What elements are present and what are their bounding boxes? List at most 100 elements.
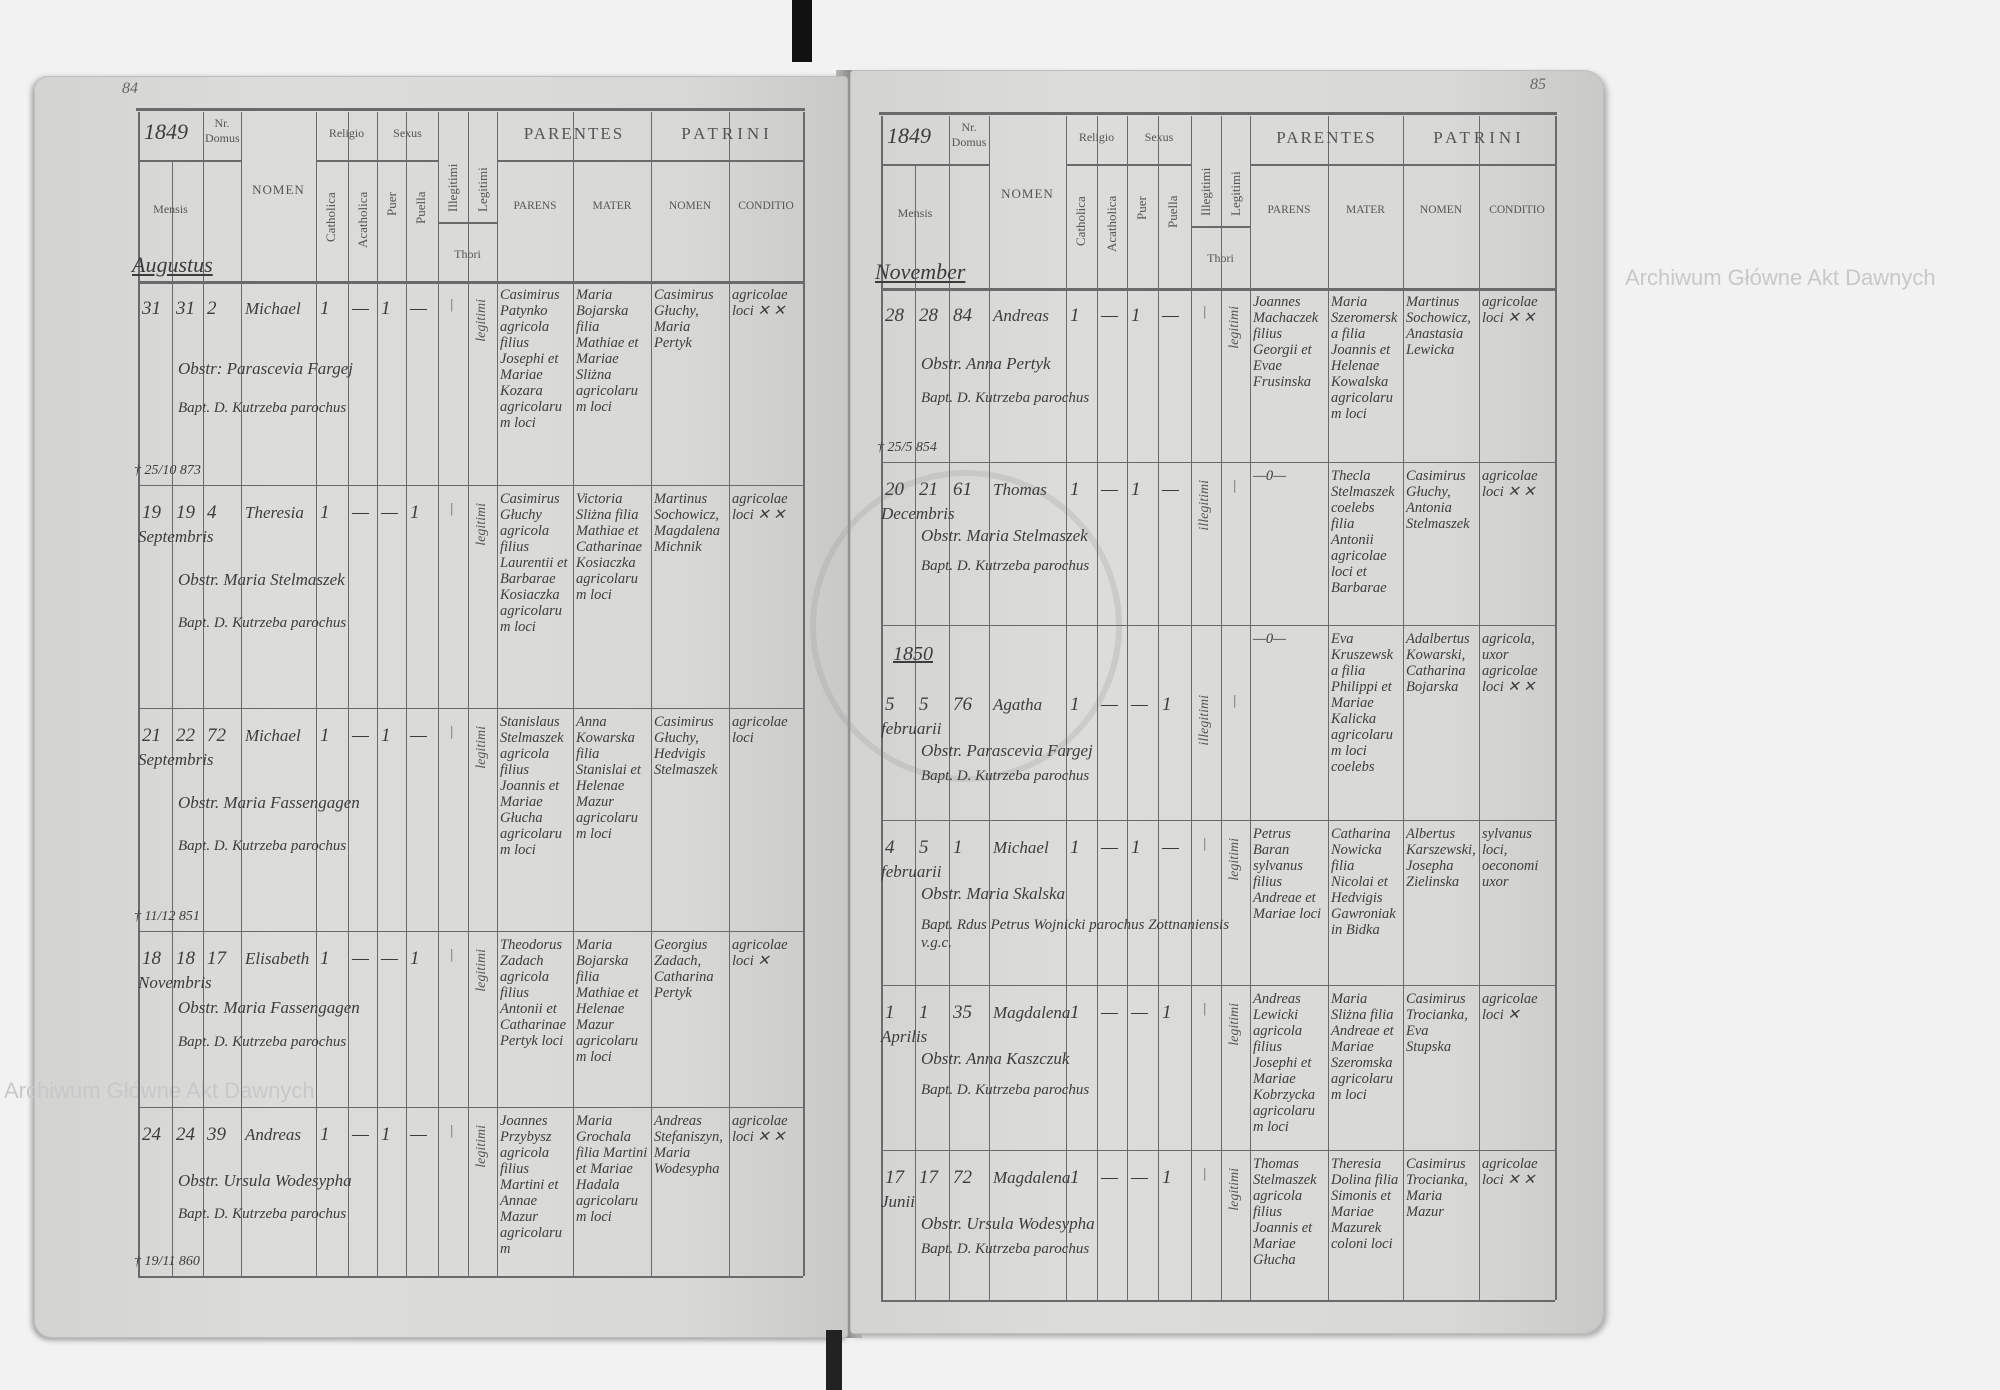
- entry-parens: Thomas Stelmaszek agricola filius Joanni…: [1253, 1156, 1317, 1268]
- entry-obstetrix: Obstr. Maria Fassengagen: [178, 997, 360, 1017]
- puer-header: Puer: [384, 192, 399, 216]
- illegitimi-header: Illegitimi: [1198, 167, 1213, 216]
- entry-illegitimi: —: [444, 1125, 459, 1138]
- legitimi-header: Legitimi: [475, 167, 490, 212]
- scan-edge: [792, 0, 812, 62]
- entry-obstetrix: Obstr. Maria Stelmaszek: [178, 569, 345, 589]
- entry-cath: 1: [320, 725, 330, 746]
- month-heading: Augustus: [132, 252, 213, 277]
- entry-puer: 1: [1131, 305, 1141, 326]
- catholica-header: Catholica: [323, 192, 338, 242]
- entry-birth: 4: [885, 837, 895, 858]
- entry-nomen: Andreas: [245, 1125, 302, 1144]
- patrini-header: PATRINI: [681, 124, 773, 143]
- mater-header: MATER: [592, 200, 632, 212]
- rule-line: [138, 281, 803, 284]
- entry-puer: 1: [381, 725, 391, 746]
- entry-bapt: 1: [919, 1002, 929, 1023]
- rule-line: [915, 164, 916, 1300]
- entry-cath: 1: [1070, 694, 1080, 715]
- rule-line: [881, 625, 1555, 626]
- entry-acath: —: [1101, 479, 1118, 500]
- entry-acath: —: [352, 298, 369, 319]
- rule-line: [1158, 116, 1159, 1300]
- rule-line: [1097, 116, 1098, 1300]
- entry-nomen: Magdalena: [993, 1003, 1071, 1022]
- entry-legitimi: legitimi: [1227, 306, 1242, 349]
- entry-illegitimi: illegitimi: [1197, 480, 1212, 531]
- entry-bapt: 19: [176, 502, 195, 523]
- page-number: 84: [122, 80, 138, 97]
- entry-baptizans: Bapt. Rdus Petrus Wojnicki parochus Zott…: [921, 916, 1230, 951]
- entry-puella: —: [410, 725, 427, 746]
- entry-legitimi: legitimi: [474, 949, 489, 992]
- rule-line: [881, 820, 1555, 821]
- patrini-nomen-header: NOMEN: [668, 200, 712, 212]
- rule-line: [1555, 116, 1557, 1300]
- entry-birth: 17: [885, 1167, 904, 1188]
- rule-line: [949, 116, 950, 1300]
- rule-line: [1191, 226, 1250, 228]
- entry-conditio: agricolae loci ✕ ✕: [1482, 468, 1538, 500]
- entry-parens: —0—: [1253, 468, 1287, 484]
- entry-obstetrix: Obstr. Maria Skalska: [921, 884, 1066, 903]
- entry-conditio: agricolae loci: [732, 714, 788, 746]
- entry-nomen: Michael: [993, 838, 1049, 857]
- entry-legitimi: legitimi: [474, 299, 489, 342]
- entry-illegitimi: —: [444, 299, 459, 312]
- entry-patrini: Georgius Zadach, Catharina Pertyk: [654, 937, 714, 1001]
- entry-birth: 28: [885, 305, 904, 326]
- entry-illegitimi: illegitimi: [1197, 695, 1212, 746]
- entry-birth: 24: [142, 1124, 161, 1145]
- entry-nomen: Michael: [245, 726, 301, 745]
- entry-puer: —: [1131, 694, 1148, 715]
- entry-obstetrix: Obstr. Anna Pertyk: [921, 354, 1051, 374]
- patrini-header: PATRINI: [1433, 128, 1525, 147]
- entry-bapt: 5: [919, 694, 929, 715]
- entry-bapt: 24: [176, 1124, 195, 1145]
- entry-puella: 1: [410, 948, 420, 969]
- entry-illegitimi: —: [444, 503, 459, 516]
- entry-cath: 1: [320, 298, 330, 319]
- entry-domus: 35: [953, 1002, 972, 1023]
- entry-bapt: 17: [919, 1167, 938, 1188]
- entry-death-note: † 25/10 873: [134, 463, 201, 478]
- archive-watermark: Archiwum Główne Akt Dawnych: [1625, 265, 1936, 290]
- puella-header: Puella: [413, 192, 428, 225]
- rule-line: [468, 112, 469, 1276]
- rule-line: [1250, 164, 1555, 166]
- rule-line: [881, 1300, 1555, 1302]
- entry-baptizans: Bapt. D. Kutrzeba parochus: [921, 1241, 1090, 1257]
- year-mark: 1850: [893, 643, 933, 665]
- entry-obstetrix: Obstr. Ursula Wodesypha: [178, 1171, 352, 1191]
- entry-patrini: Martinus Sochowicz, Anastasia Lewicka: [1406, 294, 1471, 358]
- entry-domus: 61: [953, 479, 972, 500]
- entry-puella: 1: [1162, 694, 1172, 715]
- entry-patrini: Casimirus Trocianka, Maria Mazur: [1406, 1156, 1468, 1220]
- entry-mater: Maria Bojarska filia Mathiae et Helenae …: [576, 937, 639, 1065]
- entry-birth: 21: [142, 725, 161, 746]
- nomen-header: NOMEN: [252, 182, 305, 197]
- rule-line: [138, 1107, 803, 1108]
- rule-line: [1328, 116, 1329, 1300]
- rule-line: [138, 160, 241, 162]
- entry-parens: Joannes Machaczek filius Georgii et Evae…: [1253, 294, 1319, 390]
- entry-birth: 31: [142, 298, 161, 319]
- entry-conditio: agricolae loci ✕: [732, 937, 788, 969]
- mensis-header: Mensis: [897, 206, 933, 220]
- entry-bapt: 22: [176, 725, 195, 746]
- acatholica-header: Acatholica: [355, 192, 370, 249]
- entry-parens: Theodorus Zadach agricola filius Antonii…: [500, 937, 567, 1049]
- entry-bapt: 5: [919, 837, 929, 858]
- puella-header: Puella: [1165, 196, 1180, 229]
- entry-domus: 72: [953, 1167, 972, 1188]
- rule-line: [497, 112, 498, 1276]
- entry-nomen: Elisabeth: [245, 949, 310, 968]
- entry-parens: Andreas Lewicki agricola filius Josephi …: [1253, 991, 1316, 1135]
- entry-parens: Casimirus Patynko agricola filius Joseph…: [500, 287, 563, 431]
- illegitimi-header: Illegitimi: [445, 163, 460, 212]
- entry-acath: —: [1101, 305, 1118, 326]
- rule-line: [881, 116, 883, 1300]
- entry-obstetrix: Obstr. Maria Stelmaszek: [921, 526, 1088, 545]
- entry-cath: 1: [1070, 1167, 1080, 1188]
